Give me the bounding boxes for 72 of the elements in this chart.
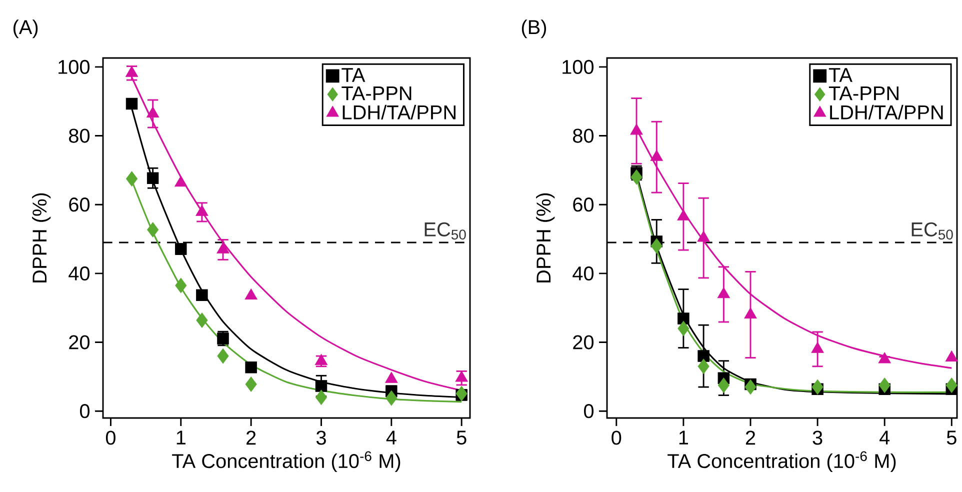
point	[678, 312, 690, 324]
x-tick-label: 1	[679, 430, 688, 444]
y-tick-label: 40	[572, 266, 594, 280]
x-tick-label: 5	[456, 430, 466, 445]
point	[386, 390, 398, 406]
y-tick-label: 40	[68, 266, 90, 280]
y-tick-label: 60	[573, 198, 594, 212]
legend-label: TA	[828, 68, 852, 82]
point	[677, 209, 690, 220]
y-axis-title: DPPH (%)	[32, 193, 51, 282]
x-tick-label: 3	[812, 430, 822, 445]
point	[698, 350, 710, 362]
legend-label: TA	[342, 68, 366, 82]
chart-title: (A)	[14, 20, 38, 38]
x-tick-label: 4	[386, 430, 396, 444]
x-tick-label: 0	[612, 430, 622, 445]
point	[678, 320, 690, 336]
point	[217, 348, 229, 364]
y-tick-label: 20	[573, 335, 594, 350]
point	[245, 376, 257, 392]
y-tick-label: 100	[562, 60, 594, 74]
legend-label: LDH/TA/PPN	[830, 104, 943, 120]
ref-line-label: EC$_{50}$	[424, 222, 466, 240]
point	[216, 242, 230, 254]
x-tick-label: 4	[880, 430, 890, 444]
y-tick-label: 100	[58, 60, 90, 74]
x-tick-label: 0	[106, 430, 116, 445]
point	[812, 379, 824, 395]
y-tick-label: 80	[573, 128, 594, 143]
point	[650, 150, 663, 161]
point	[147, 222, 159, 238]
point	[718, 378, 730, 393]
point	[126, 66, 138, 77]
point	[196, 312, 208, 328]
y-tick-label: 0	[584, 404, 594, 418]
point	[697, 230, 710, 242]
y-tick-label: 0	[80, 404, 90, 418]
y-tick-label: 80	[69, 128, 90, 143]
legend-label: TA-PPN	[828, 86, 898, 100]
point	[744, 308, 757, 318]
x-tick-label: 2	[746, 430, 756, 445]
x-tick-label: 3	[316, 430, 326, 445]
y-axis-title: DPPH (%)	[536, 193, 555, 282]
point	[698, 358, 710, 374]
point	[175, 278, 187, 294]
x-axis-title: TA Concentration (10$^{-6}$ M)	[172, 451, 400, 472]
point	[146, 106, 160, 118]
point	[244, 288, 258, 300]
point	[126, 171, 138, 186]
point	[650, 238, 662, 254]
point	[174, 176, 188, 187]
y-tick-label: 20	[69, 335, 90, 350]
chart-title: (B)	[522, 20, 546, 38]
x-tick-label: 1	[176, 430, 186, 444]
point	[878, 378, 890, 393]
legend-label: TA-PPN	[342, 86, 412, 100]
point	[196, 289, 208, 301]
ref-line-label: EC$_{50}$	[912, 222, 953, 240]
y-tick-label: 60	[69, 198, 90, 212]
legend-label: LDH/TA/PPN	[342, 104, 456, 120]
point	[630, 169, 642, 185]
point	[744, 379, 756, 395]
point	[315, 380, 328, 392]
x-tick-label: 2	[246, 430, 256, 445]
point	[717, 287, 730, 298]
x-axis-title: TA Concentration (10$^{-6}$ M)	[668, 451, 896, 472]
point	[315, 390, 327, 405]
point	[146, 172, 159, 184]
point	[630, 124, 643, 135]
x-tick-label: 5	[946, 430, 956, 445]
point	[126, 98, 138, 110]
point	[245, 362, 257, 374]
